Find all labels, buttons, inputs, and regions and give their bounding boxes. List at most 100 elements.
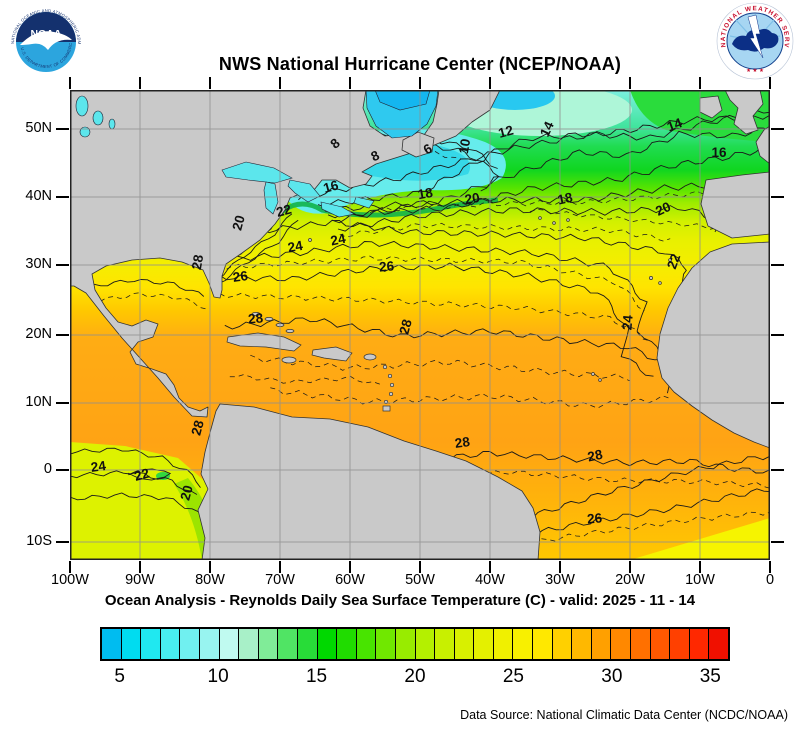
contour-line-dashed — [500, 511, 771, 550]
colorbar-tick-label: 20 — [404, 666, 426, 687]
lon-tick-label: 40W — [475, 572, 505, 588]
contour-label: 22 — [664, 252, 683, 271]
lon-tick — [209, 561, 211, 573]
colorbar-cell — [611, 629, 632, 659]
data-source-caption: Data Source: National Climatic Data Cent… — [460, 708, 788, 722]
islands — [226, 216, 672, 412]
lake-superior — [221, 161, 293, 184]
lat-tick-right — [771, 264, 784, 266]
contour-label: 16 — [711, 145, 727, 160]
contour-label: 26 — [232, 268, 249, 285]
north-america — [69, 89, 501, 418]
jamaica — [281, 356, 297, 364]
contour-label: 28 — [188, 418, 207, 437]
contour-line — [525, 455, 771, 520]
colorbar-tick-label: 15 — [305, 666, 328, 687]
hispaniola — [311, 346, 353, 362]
contour-label: 28 — [396, 317, 415, 336]
lon-tick — [629, 561, 631, 573]
colorbar-tick-label: 35 — [699, 666, 721, 687]
colorbar-cell — [395, 629, 416, 659]
lat-tick — [56, 334, 69, 336]
map-subtitle: Ocean Analysis - Reynolds Daily Sea Surf… — [104, 592, 696, 609]
sst-map: 8 8 6 10 12 14 14 16 16 18 20 18 20 22 20 24 24 26 26 22 24 2… — [69, 82, 771, 561]
lon-tick-label: 70W — [265, 572, 295, 588]
colorbar-tick-label: 25 — [502, 666, 525, 687]
colorbar-cell — [435, 629, 455, 659]
lon-tick-top — [279, 77, 281, 89]
newfoundland — [401, 131, 435, 158]
lon-tick-label: 10W — [685, 572, 715, 588]
lat-tick-label: 10S — [26, 533, 52, 549]
contour-line-dashed — [529, 209, 751, 233]
contour-label: 16 — [322, 177, 341, 196]
lon-tick-label: 30W — [545, 572, 575, 588]
temperature-colorbar — [100, 627, 730, 661]
colorbar-cell — [141, 629, 161, 659]
lon-tick — [349, 561, 351, 573]
lat-tick-label: 50N — [25, 120, 52, 136]
lon-tick-top — [419, 77, 421, 89]
contour-line — [93, 279, 205, 297]
contour-line-dashed — [369, 187, 750, 213]
contour-label: 24 — [619, 314, 635, 331]
contour-line-dashed — [419, 470, 770, 489]
iberia — [700, 171, 771, 239]
nws-logo-graphic: NATIONAL WEATHER SERVICE ★ ★ ★ — [713, 0, 794, 80]
contour-line-dashed — [250, 354, 630, 382]
lat-tick — [56, 541, 69, 543]
lon-tick-label: 90W — [125, 572, 155, 588]
lon-tick-top — [559, 77, 561, 89]
colorbar-cell — [180, 629, 200, 659]
colorbar-cell — [199, 629, 220, 659]
lon-tick-label: 60W — [335, 572, 365, 588]
lat-tick-right — [771, 128, 784, 130]
contour-line-dashed — [219, 292, 650, 342]
colorbar-cell — [219, 629, 240, 659]
lon-tick — [699, 561, 701, 573]
contour-line — [327, 145, 771, 219]
lat-tick-label: 20N — [25, 326, 52, 342]
contour-line — [254, 220, 701, 317]
contour-label: 14 — [537, 119, 557, 139]
lat-tick-label: 30N — [25, 256, 52, 272]
colorbar-cell — [709, 629, 728, 659]
contour-line — [69, 470, 198, 495]
colorbar-cell — [650, 629, 671, 659]
nws-logo: NATIONAL WEATHER SERVICE ★ ★ ★ — [713, 0, 794, 80]
lake-michigan — [263, 181, 279, 215]
colorbar-cell — [572, 629, 592, 659]
lat-tick-right — [771, 334, 784, 336]
lat-tick — [56, 196, 69, 198]
colorbar-cell — [689, 629, 710, 659]
landmasses — [69, 89, 771, 561]
contour-label: 28 — [189, 253, 206, 271]
colorbar-cell — [278, 629, 298, 659]
colorbar-cell — [631, 629, 651, 659]
contour-line — [211, 262, 654, 377]
lat-tick-right — [771, 402, 784, 404]
contour-line-dashed — [270, 387, 671, 409]
lon-tick — [559, 561, 561, 573]
colorbar-tick-label: 5 — [114, 666, 125, 687]
contour-line — [211, 219, 299, 288]
contour-label: 12 — [497, 122, 515, 140]
lon-tick — [769, 561, 771, 573]
africa — [656, 241, 771, 449]
contour-label: 26 — [586, 510, 603, 526]
colorbar-cell — [317, 629, 338, 659]
colorbar-cell — [297, 629, 318, 659]
lat-tick-label: 10N — [25, 394, 52, 410]
colorbar-cell — [160, 629, 181, 659]
lon-tick-label: 100W — [51, 572, 89, 588]
noaa-logo-text: NOAA — [31, 28, 62, 40]
contour-label: 10 — [456, 138, 473, 155]
lon-tick-label: 0 — [765, 572, 775, 588]
contour-line — [409, 451, 771, 474]
lat-tick-right — [771, 541, 784, 543]
lon-tick — [489, 561, 491, 573]
contour-line-dashed — [217, 255, 645, 312]
